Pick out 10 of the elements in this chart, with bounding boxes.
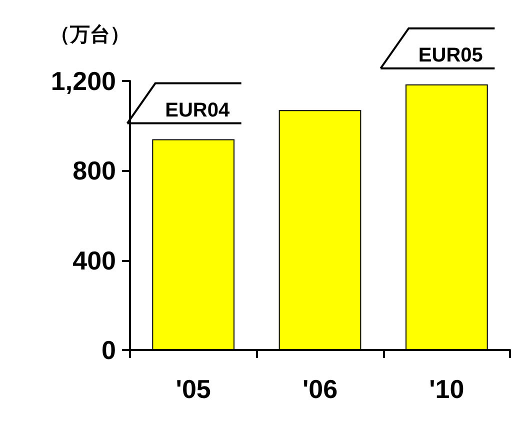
x-tick-label: '10 <box>429 374 464 404</box>
annotation: EUR05 <box>418 44 483 66</box>
x-tick-label: '06 <box>302 374 338 404</box>
y-tick-label: 1,200 <box>50 66 116 96</box>
y-tick-label: 0 <box>102 335 116 365</box>
y-axis-title: （万台） <box>50 23 130 46</box>
annotation: EUR04 <box>165 99 230 122</box>
x-tick-label: '05 <box>176 374 211 404</box>
y-tick-label: 400 <box>72 245 116 276</box>
y-tick-label: 800 <box>72 156 116 186</box>
